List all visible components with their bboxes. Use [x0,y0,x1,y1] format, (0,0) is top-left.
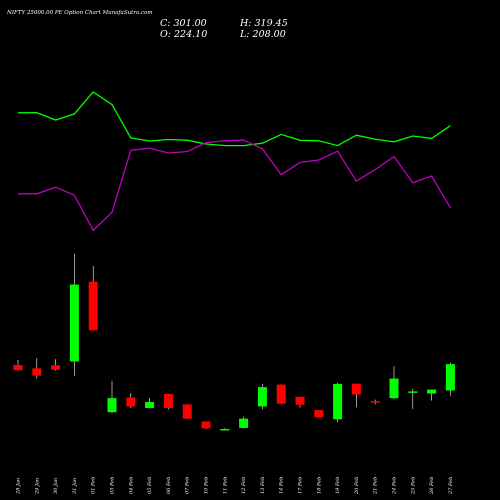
candlestick-panel [13,253,455,431]
open-label: O: 224.10 [160,29,207,40]
candle [295,396,305,408]
x-tick-label: 04 Feb [128,477,134,494]
x-tick-label: 13 Feb [260,477,266,494]
candle [220,428,230,431]
x-tick-label: 29 Jan [34,478,40,495]
candle-body [201,421,211,429]
low-label: L: 208.00 [239,29,286,40]
x-tick-label: 20 Feb [354,477,360,495]
x-axis: 28 Jan 29 Jan 30 Jan 31 Jan 01 Feb 03 Feb 04 F… [16,477,454,495]
candle-body [239,418,249,428]
x-tick-label: 28 Jan [16,478,22,495]
candle [32,358,42,379]
x-tick-label: 17 Feb [298,477,304,494]
x-tick-label: 06 Feb [166,477,172,494]
chart-title: NIFTY 25000.00 PE Option Chart MunafaSut… [6,10,153,16]
x-tick-label: 12 Feb [241,477,247,494]
candle [333,382,343,423]
candle [389,366,399,400]
x-tick-label: 21 Feb [373,477,379,495]
x-tick-label: 19 Feb [335,477,341,494]
candle [408,389,418,409]
x-tick-label: 10 Feb [204,477,210,494]
candle-body [69,284,79,362]
candle [427,389,437,401]
candle-body [333,383,343,420]
indicator-line-1 [17,91,451,147]
candle [107,380,117,414]
candle-body [51,365,61,370]
candle [126,393,136,409]
candle [163,393,173,410]
candle [445,362,455,396]
candle-body [13,365,23,371]
high-label: H: 319.45 [239,18,288,29]
x-tick-label: 25 Feb [410,477,416,495]
x-tick-label: 14 Feb [279,477,285,494]
candle [88,266,98,331]
x-tick-label: 07 Feb [185,477,191,494]
candle-body [32,368,42,376]
candle-body [145,402,155,409]
candle-body [257,387,267,407]
candle-body [107,398,117,413]
candle-body [295,396,305,405]
candle [13,359,23,371]
x-tick-label: 05 Feb [147,477,153,494]
x-tick-label: 27 Feb [448,477,454,495]
indicator-line-2 [18,139,451,232]
candle [201,421,211,429]
candle-body [220,428,230,431]
x-tick-label: 01 Feb [91,477,97,494]
candle-body [370,401,380,403]
x-tick-label: 18 Feb [316,477,322,494]
x-tick-label: 03 Feb [110,477,116,494]
candle-body [314,410,324,418]
candle [51,359,61,371]
x-tick-label: 30 Jan [53,478,59,494]
candle-body [126,397,136,407]
candle-body [163,393,173,409]
candle [69,253,79,377]
indicator-panel [17,91,451,232]
candle [351,383,361,408]
candle-body [389,378,399,399]
close-label: C: 301.00 [160,18,207,29]
candle [276,384,286,404]
candle-body [276,384,286,404]
candle-body [351,383,361,395]
candle-body [88,281,98,331]
candle-body [408,391,418,393]
candle [370,399,380,405]
candle-body [427,389,437,394]
candle [257,383,267,410]
x-tick-label: 11 Feb [222,477,228,494]
candle [239,416,249,429]
candle-body [445,364,455,391]
candle [145,397,155,409]
x-tick-label: 24 Feb [392,477,398,495]
candle [182,404,192,419]
x-tick-label: 26 Feb [429,477,435,495]
candle [314,410,324,418]
candle-body [182,404,192,419]
x-tick-label: 31 Jan [72,478,78,494]
